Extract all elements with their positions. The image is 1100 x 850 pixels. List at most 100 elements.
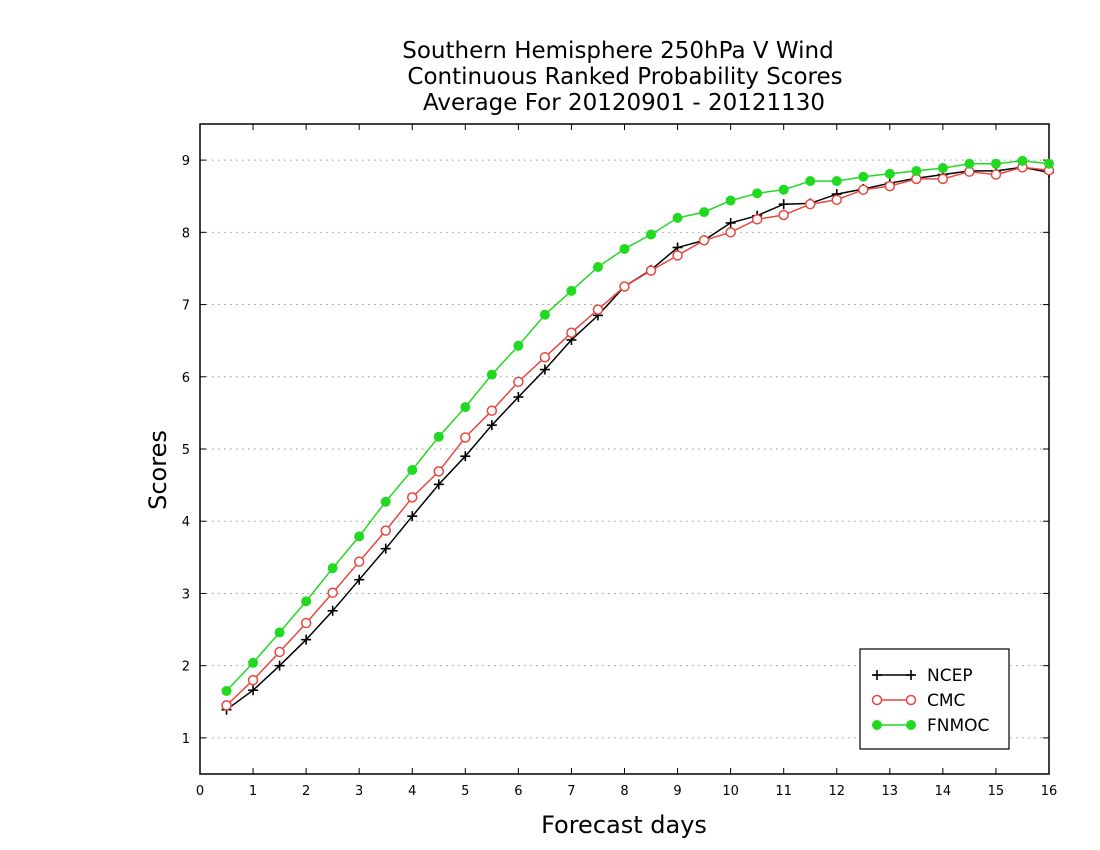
legend-fnmoc-point	[872, 720, 882, 730]
series-cmc-point	[778, 209, 789, 221]
y-tick-label: 5	[182, 443, 190, 458]
x-tick-label: 4	[408, 784, 416, 799]
series-ncep-point	[539, 364, 550, 375]
series-cmc-point	[698, 235, 710, 246]
series-cmc-point	[433, 466, 445, 477]
legend-box	[859, 648, 1010, 750]
legend-ncep: NCEP	[872, 666, 973, 686]
x-tick-label: 6	[514, 784, 522, 799]
series-cmc-point	[645, 265, 657, 276]
legend-cmc-point	[905, 694, 917, 706]
series-fnmoc	[221, 155, 1054, 696]
series-fnmoc-point	[407, 464, 418, 475]
series-fnmoc-point	[380, 496, 391, 507]
legend-ncep-label: NCEP	[927, 666, 973, 686]
x-tick-label: 11	[775, 784, 792, 799]
series-cmc-point	[858, 184, 869, 195]
series-ncep-point	[513, 392, 524, 402]
series-cmc-point	[247, 674, 259, 686]
series-cmc-point	[327, 587, 338, 598]
x-tick-label: 14	[935, 784, 952, 799]
x-tick-label: 9	[673, 784, 681, 799]
series-cmc-point	[751, 214, 763, 225]
y-tick-label: 7	[182, 299, 190, 314]
series-fnmoc-point	[699, 207, 710, 218]
series-fnmoc-point	[513, 340, 524, 351]
y-tick-label: 4	[182, 515, 190, 530]
series-fnmoc-point	[884, 168, 895, 179]
series-ncep-point	[407, 511, 418, 522]
x-tick-label: 8	[620, 784, 628, 799]
series-fnmoc-point	[486, 369, 497, 380]
series-cmc-point	[274, 646, 285, 658]
legend-ncep-point	[906, 670, 916, 680]
y-tick-label: 9	[182, 154, 190, 169]
series-fnmoc-point	[248, 657, 259, 668]
y-tick-label: 2	[182, 660, 190, 675]
legend-fnmoc-label: FNMOC	[927, 716, 989, 736]
series-ncep-point	[354, 574, 365, 585]
series-cmc-point	[592, 304, 604, 315]
series-cmc-point	[566, 327, 577, 338]
series-ncep-point	[725, 217, 736, 228]
series-ncep-point	[778, 199, 789, 210]
series-fnmoc-point	[964, 158, 975, 169]
series-fnmoc-point	[460, 402, 471, 413]
legend-cmc-label: CMC	[927, 691, 965, 711]
y-tick-label: 8	[182, 226, 190, 241]
x-tick-label: 2	[302, 784, 310, 799]
series-fnmoc-point	[354, 531, 365, 542]
x-tick-label: 0	[196, 784, 204, 799]
series-ncep-point	[248, 685, 259, 696]
series-cmc	[221, 162, 1055, 711]
title-line-2: Continuous Ranked Probability Scores	[407, 64, 842, 90]
series-layer	[221, 155, 1055, 715]
x-tick-label: 12	[828, 784, 845, 799]
series-fnmoc-point	[831, 176, 842, 187]
y-axis: 1 2 3 4 5 6 7 8 9	[182, 154, 1049, 747]
series-cmc-point	[380, 525, 391, 536]
legend-items: NCEP CMC FNMOC	[871, 666, 989, 736]
series-ncep-point	[433, 479, 444, 490]
x-tick-label: 15	[988, 784, 1005, 799]
series-cmc-point	[725, 227, 736, 238]
legend-fnmoc-point	[906, 720, 916, 730]
chart-title: Southern Hemisphere 250hPa V Wind Contin…	[402, 38, 842, 116]
series-fnmoc-point	[619, 243, 630, 254]
series-fnmoc-point	[433, 431, 444, 442]
series-fnmoc-point	[646, 229, 657, 240]
series-ncep-line	[226, 166, 1050, 711]
series-fnmoc-point	[725, 195, 736, 206]
series-fnmoc-point	[566, 285, 577, 296]
x-tick-label: 7	[567, 784, 575, 799]
series-cmc-point	[937, 173, 949, 185]
x-tick-label: 10	[722, 784, 739, 799]
series-ncep	[221, 162, 1054, 715]
x-tick-label: 16	[1041, 784, 1058, 799]
series-ncep-point	[486, 420, 497, 431]
series-cmc-line	[225, 166, 1050, 706]
title-line-1: Southern Hemisphere 250hPa V Wind	[402, 38, 833, 64]
x-axis: 0 1 2 3 4 5 6 7 8 9 10 11 12 13 14 15 16	[196, 124, 1057, 799]
series-ncep-point	[274, 660, 285, 671]
legend-ncep-point	[872, 670, 882, 680]
series-fnmoc-point	[937, 163, 948, 174]
series-cmc-point	[221, 700, 232, 711]
series-cmc-point	[407, 492, 418, 503]
series-cmc-point	[460, 432, 471, 443]
series-fnmoc-point	[778, 184, 789, 195]
x-tick-label: 5	[461, 784, 469, 799]
series-fnmoc-point	[1017, 155, 1028, 166]
series-fnmoc-point	[805, 176, 816, 187]
series-fnmoc-line	[225, 160, 1050, 692]
series-cmc-point	[804, 198, 816, 210]
series-ncep-point	[460, 451, 471, 462]
y-axis-label: Scores	[144, 430, 172, 510]
series-fnmoc-point	[327, 563, 338, 574]
series-fnmoc-point	[752, 188, 763, 199]
series-ncep-point	[380, 543, 391, 554]
series-cmc-point	[513, 376, 524, 388]
series-ncep-point	[301, 634, 312, 645]
series-ncep-point	[327, 605, 338, 616]
